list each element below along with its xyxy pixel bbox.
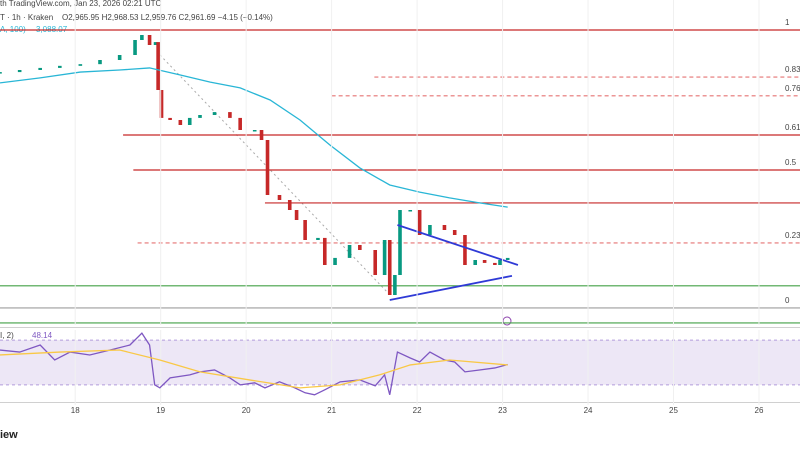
candle (442, 225, 447, 230)
x-tick-label: 19 (156, 406, 165, 415)
candle (387, 240, 392, 295)
candle (98, 60, 102, 65)
candle (347, 245, 352, 258)
ohlc: O2,965.95 H2,968.53 L2,959.76 C2,961.69 … (62, 13, 273, 22)
candle (473, 260, 478, 265)
candle (238, 117, 242, 130)
event-icon (502, 316, 512, 326)
candle (505, 257, 510, 260)
trend-line (389, 274, 513, 301)
candle (493, 262, 497, 265)
level-label: 0.5 (785, 158, 797, 167)
x-tick-label: 25 (669, 406, 678, 415)
chart-title: th TradingView.com, Jan 23, 2026 02:21 U… (0, 0, 162, 8)
level-label: 0 (785, 296, 790, 305)
candle (417, 210, 422, 235)
rsi-band (0, 340, 800, 385)
candle (294, 210, 299, 220)
candle (277, 195, 282, 200)
candle (259, 130, 264, 140)
candle (156, 42, 160, 90)
candle (398, 210, 402, 275)
candle (133, 40, 137, 55)
candle (17, 70, 22, 73)
candle (358, 245, 362, 250)
candle (333, 257, 337, 265)
candle (159, 90, 164, 118)
candle (382, 240, 387, 275)
candle (428, 225, 432, 235)
candle (198, 115, 202, 118)
level-label: 0.236 (785, 231, 800, 240)
candle (0, 72, 2, 74)
candle (463, 235, 467, 265)
candle (147, 35, 152, 45)
candle (78, 64, 83, 66)
x-tick-label: 24 (584, 406, 593, 415)
candle (252, 130, 257, 132)
candle (178, 120, 183, 125)
candle (58, 65, 62, 68)
candle (117, 55, 122, 60)
drawing-line (159, 54, 391, 296)
x-tick-label: 21 (327, 406, 336, 415)
level-label: 0.832 (785, 65, 800, 74)
x-tick-label: 26 (755, 406, 764, 415)
plot-layer: 1 0.832 0.764 0.618 0.5 0.236 0 18 19 20 21 22 23 24 2… (0, 0, 800, 415)
series-line (0, 332, 508, 396)
candle (228, 112, 232, 118)
x-tick-label: 20 (242, 406, 251, 415)
series-line (0, 67, 508, 208)
candle (393, 275, 397, 295)
brand: iew (0, 429, 18, 441)
rsi-title: I, 2) (0, 331, 14, 340)
level-label: 0.764 (785, 84, 800, 93)
series-line (0, 349, 508, 389)
candle (373, 250, 378, 275)
candle (187, 117, 192, 125)
candle (303, 220, 307, 240)
candle (408, 210, 413, 212)
candle (38, 67, 42, 70)
candle (452, 230, 457, 235)
candle (287, 200, 292, 210)
candle (140, 35, 144, 40)
candle (168, 117, 172, 120)
candle (322, 237, 327, 265)
symbol: T · 1h · Kraken (0, 13, 53, 22)
candle (482, 260, 487, 263)
x-tick-label: 22 (413, 406, 422, 415)
x-tick-label: 18 (71, 406, 80, 415)
candle (316, 237, 320, 240)
candle (265, 140, 270, 195)
candle (498, 260, 502, 265)
rsi-value: 48.14 (32, 331, 53, 340)
level-label: 1 (785, 18, 790, 27)
candle (153, 42, 158, 45)
level-label: 0.618 (785, 123, 800, 132)
x-tick-label: 23 (498, 406, 507, 415)
candle (212, 112, 217, 115)
